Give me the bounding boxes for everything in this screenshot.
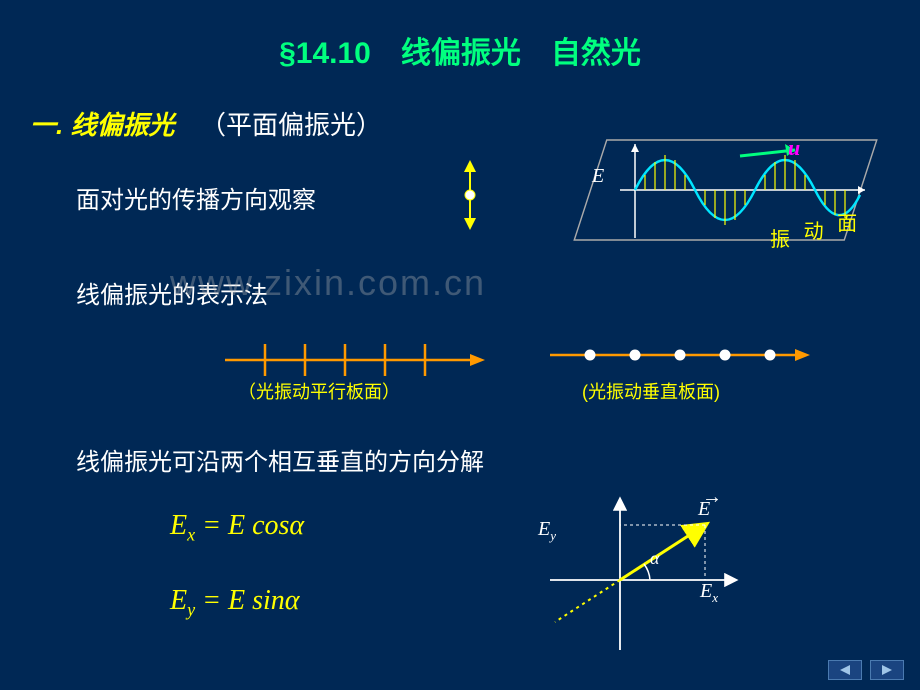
wave-u-label: u <box>788 135 800 161</box>
slide-title: §14.10 线偏振光 自然光 <box>0 0 920 72</box>
equations-block: Ex = E cosα Ey = E sinα <box>170 500 304 635</box>
section-subtitle: （平面偏振光） <box>200 105 382 142</box>
decomposition-diagram <box>540 490 750 660</box>
text-representation: 线偏振光的表示法 <box>76 275 268 310</box>
wave-E-label: E <box>592 165 604 188</box>
text-decompose: 线偏振光可沿两个相互垂直的方向分解 <box>76 442 484 477</box>
label-E-vector: → E <box>698 498 710 521</box>
label-Ey: Ey <box>538 518 556 544</box>
nav-next-button[interactable] <box>870 660 904 680</box>
vibration-plane-label: 振 动 面 <box>770 215 857 244</box>
perpendicular-polarization-icon <box>545 340 815 370</box>
label-alpha: α <box>650 548 659 569</box>
vertical-vibration-icon <box>460 160 480 230</box>
parallel-polarization-icon <box>220 330 490 380</box>
equation-ey: Ey = E sinα <box>170 575 304 636</box>
caption-perpendicular: (光振动垂直板面) <box>582 378 720 404</box>
label-Ex: Ex <box>700 580 718 606</box>
section-heading: 一. 线偏振光 <box>30 105 174 142</box>
triangle-right-icon <box>880 664 894 676</box>
nav-prev-button[interactable] <box>828 660 862 680</box>
equation-ex: Ex = E cosα <box>170 500 304 561</box>
text-observe: 面对光的传播方向观察 <box>76 180 316 215</box>
triangle-left-icon <box>838 664 852 676</box>
caption-parallel: （光振动平行板面） <box>238 378 400 404</box>
